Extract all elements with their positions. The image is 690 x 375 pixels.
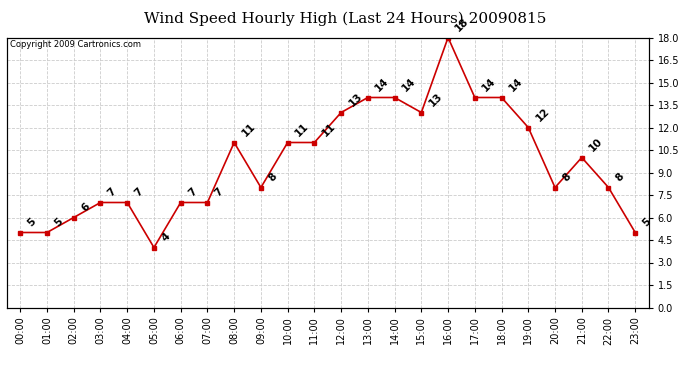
Text: 7: 7 bbox=[213, 186, 225, 198]
Text: 5: 5 bbox=[641, 216, 653, 228]
Text: 5: 5 bbox=[52, 216, 65, 228]
Text: Copyright 2009 Cartronics.com: Copyright 2009 Cartronics.com bbox=[10, 40, 141, 49]
Text: 5: 5 bbox=[26, 216, 38, 228]
Text: 14: 14 bbox=[400, 76, 417, 93]
Text: 14: 14 bbox=[507, 76, 524, 93]
Text: 11: 11 bbox=[320, 121, 337, 138]
Text: 10: 10 bbox=[587, 136, 604, 153]
Text: 11: 11 bbox=[293, 121, 310, 138]
Text: 8: 8 bbox=[266, 171, 279, 183]
Text: 8: 8 bbox=[614, 171, 627, 183]
Text: 4: 4 bbox=[159, 231, 172, 243]
Text: 8: 8 bbox=[560, 171, 573, 183]
Text: 14: 14 bbox=[480, 76, 497, 93]
Text: 18: 18 bbox=[453, 16, 471, 33]
Text: 7: 7 bbox=[132, 186, 145, 198]
Text: Wind Speed Hourly High (Last 24 Hours) 20090815: Wind Speed Hourly High (Last 24 Hours) 2… bbox=[144, 11, 546, 26]
Text: 11: 11 bbox=[239, 121, 257, 138]
Text: 13: 13 bbox=[427, 91, 444, 108]
Text: 12: 12 bbox=[534, 106, 551, 123]
Text: 14: 14 bbox=[373, 76, 391, 93]
Text: 7: 7 bbox=[186, 186, 199, 198]
Text: 7: 7 bbox=[106, 186, 118, 198]
Text: 6: 6 bbox=[79, 201, 92, 213]
Text: 13: 13 bbox=[346, 91, 364, 108]
